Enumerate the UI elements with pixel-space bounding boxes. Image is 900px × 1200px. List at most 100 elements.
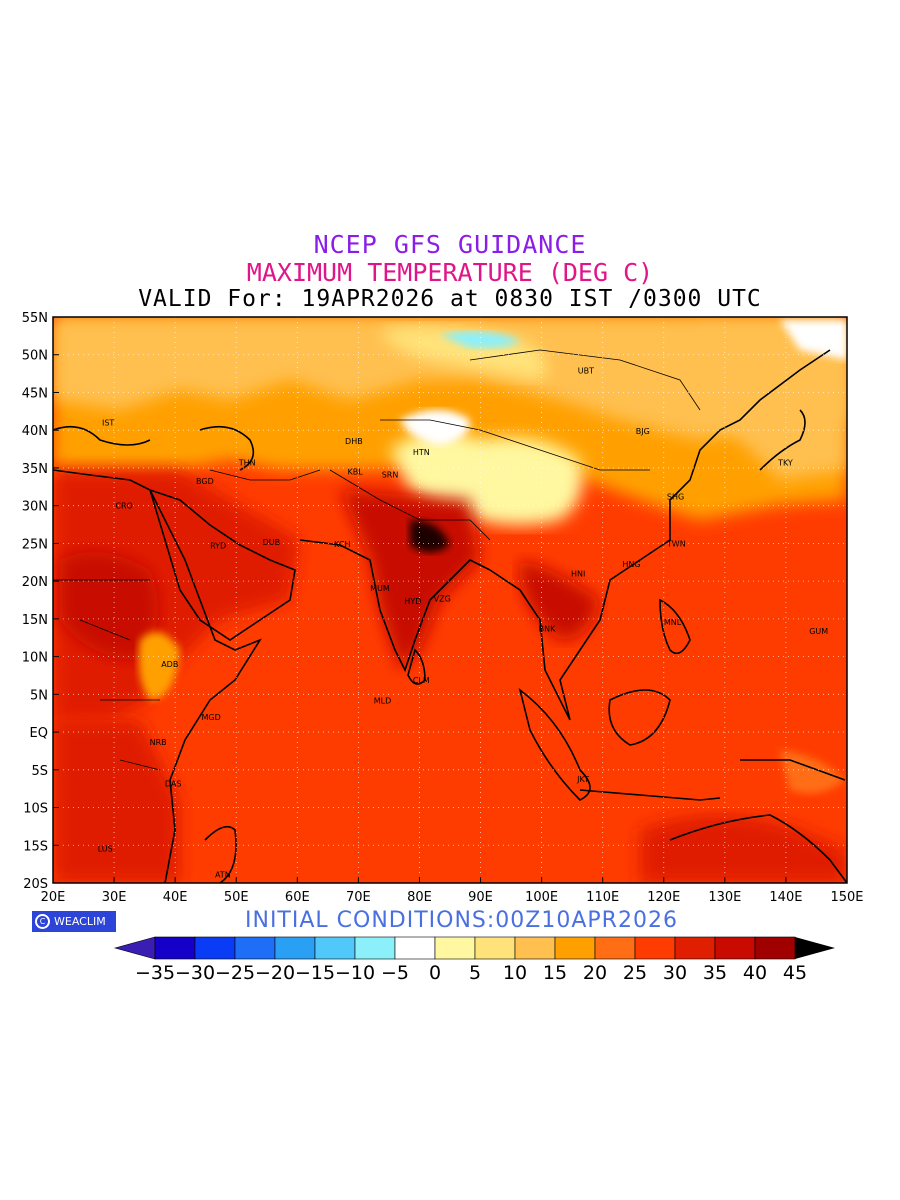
srilanka-coast <box>407 648 426 685</box>
colorbar-label: −20 <box>255 962 295 984</box>
lat-label: 20N <box>22 575 48 590</box>
lat-label: 55N <box>22 311 48 326</box>
lat-label: 15N <box>22 613 48 628</box>
arabia-africa-zone <box>53 470 300 720</box>
border-china <box>380 419 650 471</box>
mediterranean-coast <box>53 425 151 446</box>
india-hot-spot <box>410 520 450 553</box>
city-srn: SRN <box>382 471 399 480</box>
lat-label: 25N <box>22 537 48 552</box>
pamir-zone <box>400 410 470 445</box>
colorbar-swatch <box>394 936 436 960</box>
colorbar-label: −30 <box>175 962 215 984</box>
lon-label: 90E <box>468 890 493 905</box>
madagascar-coast <box>204 825 237 883</box>
city-das: DAS <box>165 779 182 788</box>
city-vzg: VZG <box>434 594 451 603</box>
city-hni: HNI <box>571 570 585 579</box>
colorbar-label: −15 <box>295 962 335 984</box>
city-mld: MLD <box>374 696 392 705</box>
australia-coast <box>669 814 847 883</box>
east-africa-zone <box>53 720 180 883</box>
city-gum: GUM <box>809 627 828 636</box>
africa-coast <box>53 469 262 883</box>
colorbar-label: 20 <box>583 962 607 984</box>
colorbar-swatch <box>514 936 556 960</box>
java-coast <box>579 789 721 801</box>
colorbar-left-arrow <box>113 936 156 960</box>
lon-label: 20E <box>41 890 66 905</box>
lon-label: 120E <box>647 890 680 905</box>
weaclim-logo: C WEACLIM <box>32 911 116 932</box>
city-bjg: BJG <box>636 427 650 436</box>
city-jkt: JKT <box>576 775 589 784</box>
lon-label: 130E <box>708 890 741 905</box>
city-hng: HNG <box>622 560 640 569</box>
city-labels: UBT BJG TKY SHG TWN HNG HNI MNL GUM BNK JKT DHB HTN K… <box>98 367 829 880</box>
map-frame <box>52 316 848 884</box>
lon-label: 50E <box>224 890 249 905</box>
city-bgd: BGD <box>196 477 214 486</box>
city-kch: KCH <box>334 540 350 549</box>
japan-zone <box>700 330 847 480</box>
east-asia-coast <box>489 349 831 721</box>
city-ryd: RYD <box>210 542 226 551</box>
border-africa <box>53 579 161 771</box>
title-line-2: MAXIMUM TEMPERATURE (DEG C) <box>246 258 654 287</box>
border-iran <box>209 469 321 481</box>
colorbar-swatch <box>274 936 316 960</box>
city-tky: TKY <box>777 459 793 468</box>
city-mum: MUM <box>370 584 390 593</box>
colorbar-label: 35 <box>703 962 727 984</box>
logo-text: WEACLIM <box>54 915 106 928</box>
colorbar-label: 0 <box>429 962 441 984</box>
city-mgd: MGD <box>202 713 221 722</box>
sahara-hot-zone <box>60 552 158 660</box>
lat-label: EQ <box>30 726 48 741</box>
lat-label: 30N <box>22 500 48 515</box>
title-line-1: NCEP GFS GUIDANCE <box>313 230 587 259</box>
borneo-coast <box>608 689 671 746</box>
axis-ticks: 20E 30E 40E 50E 60E 70E 80E 90E 100E 110E 120E 130E… <box>22 311 864 905</box>
copyright-icon: C <box>35 914 50 929</box>
lon-label: 110E <box>586 890 619 905</box>
lat-label: 40N <box>22 424 48 439</box>
city-hyd: HYD <box>404 597 421 606</box>
lat-label: 35N <box>22 462 48 477</box>
city-adb: ADB <box>161 660 178 669</box>
colorbar: −35 −30 −25 −20 −15 −10 −5 0 5 10 15 20 25 30 35 40 45 <box>113 936 835 984</box>
city-dub: DUB <box>263 538 281 547</box>
ethiopia-cool-zone <box>138 632 180 700</box>
colorbar-swatch <box>474 936 516 960</box>
colorbar-swatch <box>714 936 756 960</box>
city-dhb: DHB <box>345 437 363 446</box>
sakhalin-zone <box>780 320 847 360</box>
city-bnk: BNK <box>539 625 556 634</box>
colorbar-swatch <box>434 936 476 960</box>
colorbar-label: 45 <box>783 962 807 984</box>
lon-label: 40E <box>163 890 188 905</box>
india-coast <box>299 539 491 673</box>
caspian-coast <box>199 425 255 471</box>
colorbar-swatch <box>354 936 396 960</box>
colorbar-label: 30 <box>663 962 687 984</box>
lon-label: 100E <box>525 890 558 905</box>
colorbar-swatch <box>314 936 356 960</box>
lon-label: 80E <box>407 890 432 905</box>
city-kbl: KBL <box>347 468 363 477</box>
colorbar-label: −10 <box>335 962 375 984</box>
city-htn: HTN <box>413 448 430 457</box>
png-zone <box>780 750 845 794</box>
city-nrb: NRB <box>150 738 167 747</box>
colorbar-label: 25 <box>623 962 647 984</box>
lat-label: 45N <box>22 386 48 401</box>
city-clm: CLM <box>413 676 430 685</box>
city-twn: TWN <box>666 539 686 548</box>
lon-label: 70E <box>346 890 371 905</box>
colorbar-label: 15 <box>543 962 567 984</box>
colorbar-swatch <box>674 936 716 960</box>
lon-label: 150E <box>830 890 863 905</box>
colorbar-swatch <box>194 936 236 960</box>
lat-label: 15S <box>23 839 48 854</box>
colorbar-label: −5 <box>381 962 409 984</box>
